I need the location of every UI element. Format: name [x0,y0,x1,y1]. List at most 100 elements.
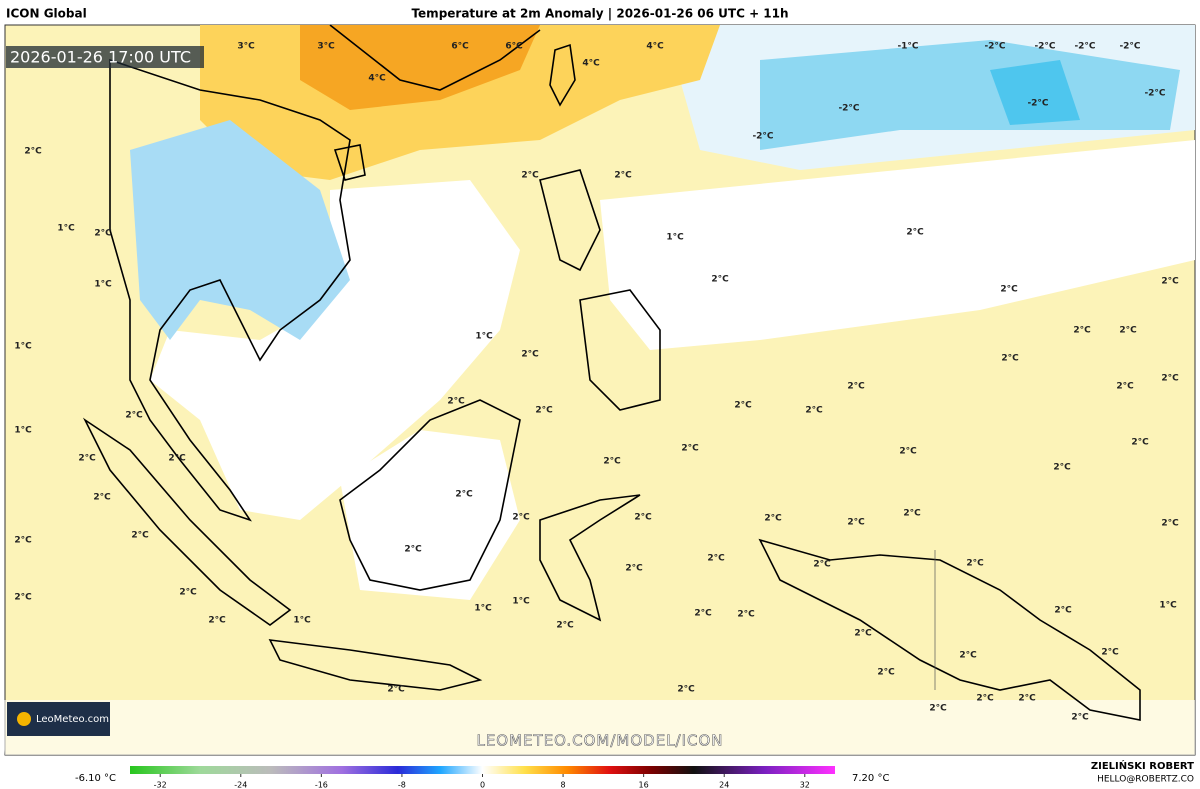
temperature-label: 2°C [1000,285,1018,295]
colorbar-scale [130,766,835,774]
temperature-label: 2°C [694,609,712,619]
temperature-label: 2°C [929,704,947,714]
temperature-label: 2°C [168,454,186,464]
cool-area [760,40,1180,150]
temperature-label: 1°C [94,280,112,290]
neutral-area [600,140,1195,350]
temperature-label: 2°C [634,513,652,523]
warm-area [300,25,540,110]
colorbar-tick-label: 16 [639,781,649,789]
temperature-label: 2°C [847,382,865,392]
temperature-label: 2°C [556,621,574,631]
temperature-label: 2°C [24,147,42,157]
colorbar-tick-label: -8 [398,781,406,789]
temperature-label: 3°C [237,42,255,52]
temperature-label: -1°C [897,42,918,52]
temperature-label: 2°C [734,401,752,411]
temperature-label: -2°C [752,132,773,142]
author-email: HELLO@ROBERTZ.CO [1097,775,1194,785]
map-labels: 3°C 3°C 6°C 6°C 4°C 4°C 4°C -1°C -2°C -2°C -2°C -2°… [14,42,1179,723]
author-name: ZIELIŃSKI ROBERT [1091,759,1194,772]
temperature-label: 2°C [455,490,473,500]
temperature-label: 2°C [899,447,917,457]
temperature-label: 2°C [813,560,831,570]
colorbar-tick-label: -16 [315,781,328,789]
temperature-label: 2°C [1054,606,1072,616]
temperature-label: -2°C [1074,42,1095,52]
temperature-label: -2°C [1119,42,1140,52]
temperature-label: 2°C [906,228,924,238]
min-value: -6.10 °C [75,773,116,784]
temperature-label: 2°C [521,171,539,181]
temperature-label: 2°C [1101,648,1119,658]
temperature-label: 2°C [1001,354,1019,364]
temperature-label: 2°C [447,397,465,407]
temperature-label: 1°C [57,224,75,234]
temperature-label: 2°C [625,564,643,574]
temperature-label: 2°C [131,531,149,541]
temperature-label: 2°C [737,610,755,620]
coastline [333,43,576,181]
temperature-label: 2°C [959,651,977,661]
temperature-label: 2°C [125,411,143,421]
temperature-label: 2°C [1053,463,1071,473]
cool-area [130,120,350,340]
temperature-label: 6°C [451,42,469,52]
temperature-label: 2°C [512,513,530,523]
colorbar-tick-label: 32 [800,781,810,789]
temperature-label: 4°C [582,59,600,69]
temperature-label: 2°C [14,536,32,546]
temperature-label: 1°C [512,597,530,607]
colorbar-tick-label: -24 [234,781,247,789]
neutral-area [150,180,520,520]
temperature-label: 2°C [903,509,921,519]
temperature-label: 2°C [93,493,111,503]
temperature-label: 2°C [854,629,872,639]
temperature-label: -2°C [1144,89,1165,99]
temperature-label: 2°C [1161,519,1179,529]
temperature-label: 2°C [847,518,865,528]
temperature-label: 2°C [614,171,632,181]
temperature-label: 2°C [877,668,895,678]
temperature-label: 2°C [387,685,405,695]
temperature-label: 2°C [94,229,112,239]
logo-text: LeoMeteo.com [36,714,109,725]
coastline [758,538,1141,721]
temperature-label: 2°C [681,444,699,454]
temperature-label: 2°C [976,694,994,704]
temperature-label: 1°C [293,616,311,626]
temperature-label: -2°C [838,104,859,114]
temperature-label: 2°C [1119,326,1137,336]
temperature-label: 2°C [1131,438,1149,448]
temperature-label: 4°C [646,42,664,52]
temperature-label: 2°C [404,545,422,555]
temperature-label: 2°C [1073,326,1091,336]
neutral-area [0,700,1195,755]
temperature-label: 2°C [1161,277,1179,287]
temperature-label: -2°C [984,42,1005,52]
temperature-label: 2°C [707,554,725,564]
temperature-label: 4°C [368,74,386,84]
watermark: LEOMETEO.COM/MODEL/ICON [476,732,723,750]
temperature-label: 2°C [1116,382,1134,392]
map: 3°C 3°C 6°C 6°C 4°C 4°C 4°C -1°C -2°C -2°C -2°C -2°… [0,24,1196,756]
map-title: Temperature at 2m Anomaly | 2026-01-26 0… [411,7,788,21]
temperature-label: 2°C [711,275,729,285]
temperature-label: 1°C [666,233,684,243]
neutral-area [340,430,520,600]
temperature-label: 2°C [208,616,226,626]
coastline [539,169,661,411]
temperature-label: 2°C [78,454,96,464]
temperature-label: 2°C [764,514,782,524]
temperature-label: 6°C [505,42,523,52]
temperature-label: 2°C [535,406,553,416]
temperature-label: 2°C [14,593,32,603]
temperature-label: 3°C [317,42,335,52]
temperature-label: 2°C [805,406,823,416]
coastline [82,417,292,626]
colorbar-tick-label: 8 [561,781,566,789]
temperature-label: 2°C [1071,713,1089,723]
coastline [539,494,641,622]
temperature-label: 2°C [179,588,197,598]
